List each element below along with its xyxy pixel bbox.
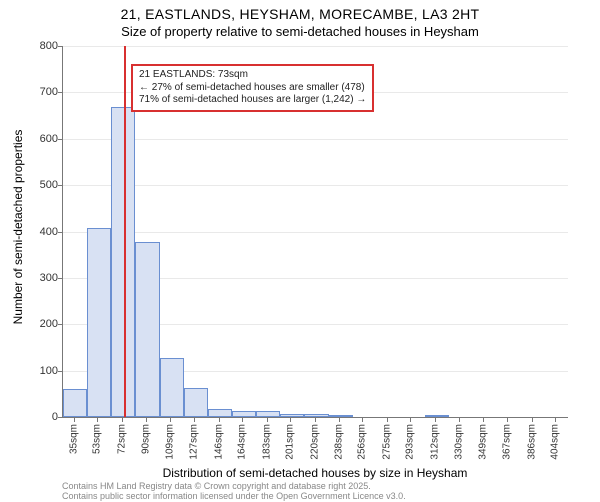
histogram-bar: [208, 409, 232, 417]
histogram-bar: [160, 358, 184, 417]
annotation-line-3: 71% of semi-detached houses are larger (…: [139, 94, 366, 107]
gridline: [63, 46, 568, 47]
x-tick-mark: [267, 418, 268, 422]
x-tick-mark: [555, 418, 556, 422]
histogram-bar: [280, 414, 304, 417]
x-tick-mark: [435, 418, 436, 422]
x-tick-mark: [315, 418, 316, 422]
x-axis-label: Distribution of semi-detached houses by …: [62, 466, 568, 480]
histogram-bar: [304, 414, 328, 417]
y-tick-label: 600: [30, 133, 58, 145]
x-tick-label: 72sqm: [117, 424, 128, 454]
x-tick-label: 164sqm: [237, 424, 248, 460]
chart-container: 21, EASTLANDS, HEYSHAM, MORECAMBE, LA3 2…: [0, 0, 600, 500]
x-tick-mark: [122, 418, 123, 422]
x-tick-mark: [170, 418, 171, 422]
x-tick-mark: [219, 418, 220, 422]
x-tick-label: 404sqm: [550, 424, 561, 460]
gridline: [63, 185, 568, 186]
x-tick-mark: [483, 418, 484, 422]
x-tick-label: 238sqm: [333, 424, 344, 460]
x-tick-label: 127sqm: [188, 424, 199, 460]
attribution-footer: Contains HM Land Registry data © Crown c…: [62, 482, 406, 502]
x-tick-label: 183sqm: [261, 424, 272, 460]
histogram-bar: [63, 389, 87, 417]
histogram-bar: [232, 411, 256, 417]
subject-marker-line: [124, 46, 126, 417]
histogram-bar: [256, 411, 280, 417]
y-tick-label: 400: [30, 226, 58, 238]
histogram-bar: [87, 228, 111, 417]
x-tick-label: 109sqm: [165, 424, 176, 460]
histogram-bar: [184, 388, 208, 417]
x-tick-label: 53sqm: [92, 424, 103, 454]
x-tick-mark: [339, 418, 340, 422]
y-tick-label: 0: [30, 411, 58, 423]
y-tick-label: 500: [30, 179, 58, 191]
histogram-bar: [425, 415, 449, 417]
x-tick-mark: [146, 418, 147, 422]
x-tick-label: 349sqm: [478, 424, 489, 460]
x-tick-mark: [459, 418, 460, 422]
gridline: [63, 139, 568, 140]
annotation-line-1: 21 EASTLANDS: 73sqm: [139, 69, 366, 82]
chart-subtitle: Size of property relative to semi-detach…: [0, 24, 600, 39]
x-tick-label: 201sqm: [285, 424, 296, 460]
x-tick-label: 312sqm: [430, 424, 441, 460]
footer-line-1: Contains HM Land Registry data © Crown c…: [62, 481, 371, 491]
histogram-bar: [329, 415, 353, 417]
gridline: [63, 232, 568, 233]
x-tick-label: 293sqm: [405, 424, 416, 460]
chart-title: 21, EASTLANDS, HEYSHAM, MORECAMBE, LA3 2…: [0, 6, 600, 22]
x-tick-mark: [507, 418, 508, 422]
y-tick-label: 800: [30, 40, 58, 52]
x-tick-label: 256sqm: [357, 424, 368, 460]
x-tick-label: 146sqm: [213, 424, 224, 460]
x-tick-mark: [290, 418, 291, 422]
y-tick-label: 700: [30, 86, 58, 98]
x-tick-label: 275sqm: [381, 424, 392, 460]
x-tick-label: 220sqm: [310, 424, 321, 460]
y-tick-label: 300: [30, 272, 58, 284]
x-tick-label: 90sqm: [140, 424, 151, 454]
annotation-box: 21 EASTLANDS: 73sqm← 27% of semi-detache…: [131, 64, 374, 112]
x-tick-mark: [74, 418, 75, 422]
y-axis-label: Number of semi-detached properties: [11, 117, 25, 337]
x-tick-mark: [362, 418, 363, 422]
plot-area: 21 EASTLANDS: 73sqm← 27% of semi-detache…: [62, 46, 568, 418]
x-tick-label: 330sqm: [453, 424, 464, 460]
x-tick-mark: [194, 418, 195, 422]
x-tick-mark: [410, 418, 411, 422]
x-tick-label: 367sqm: [501, 424, 512, 460]
x-tick-mark: [532, 418, 533, 422]
histogram-bar: [135, 242, 159, 417]
y-tick-label: 100: [30, 365, 58, 377]
x-tick-mark: [387, 418, 388, 422]
x-tick-mark: [242, 418, 243, 422]
y-tick-label: 200: [30, 318, 58, 330]
y-axis-label-wrap: Number of semi-detached properties: [8, 0, 24, 500]
x-tick-label: 386sqm: [526, 424, 537, 460]
x-tick-label: 35sqm: [68, 424, 79, 454]
annotation-line-2: ← 27% of semi-detached houses are smalle…: [139, 82, 366, 95]
x-tick-mark: [97, 418, 98, 422]
footer-line-2: Contains public sector information licen…: [62, 491, 406, 501]
